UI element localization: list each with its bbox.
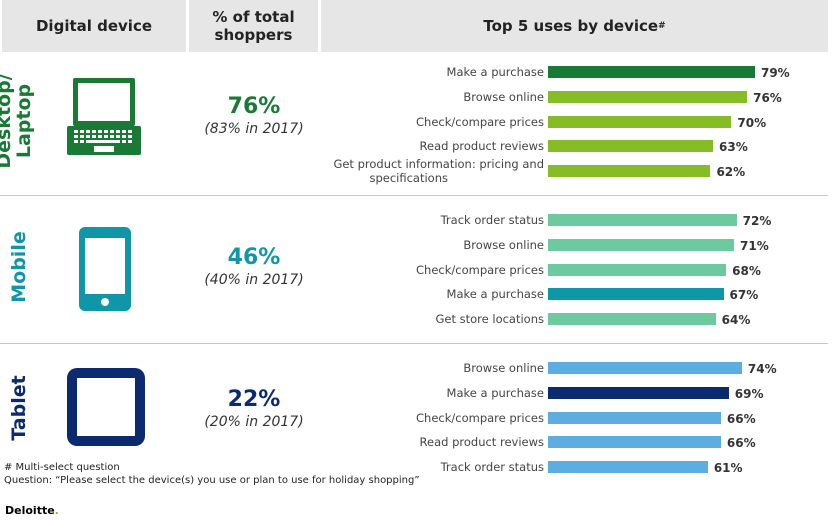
header-digital-device: Digital device (2, 0, 186, 52)
smartphone-icon (79, 227, 131, 311)
bar (548, 214, 737, 226)
footnote-question: Question: “Please select the device(s) y… (4, 475, 420, 486)
bar (548, 165, 711, 178)
header-percent-line2: shoppers (214, 26, 293, 44)
bar (548, 411, 721, 424)
bar-value-label: 76% (753, 90, 782, 105)
bar-category-label: Track order status (440, 460, 544, 475)
tablet-icon (67, 368, 145, 446)
deloitte-logo: Deloitte. (5, 504, 59, 517)
header-percent-shoppers: % of total shoppers (189, 0, 318, 52)
bar (548, 461, 708, 474)
bar-category-label: Read product reviews (419, 435, 544, 450)
prior-desktop: (83% in 2017) (204, 121, 304, 137)
bar-value-label: 66% (726, 411, 756, 426)
bar-value-label: 74% (747, 362, 777, 376)
bar-value-label: 69% (734, 386, 764, 401)
bar-category-label: Make a purchase (446, 65, 544, 79)
bar-category-label: Read product reviews (419, 139, 544, 154)
bar (548, 263, 727, 276)
bar-value-label: 68% (732, 263, 761, 278)
header-uses-mark: # (658, 21, 666, 31)
bar-value-label: 70% (737, 115, 767, 130)
share-desktop: 76% (227, 94, 281, 119)
section-label-desktop: Desktop/ Laptop (0, 71, 35, 171)
deloitte-logo-dot: . (54, 504, 59, 517)
footnote-multi-select: # Multi-select question (4, 462, 120, 473)
bar (548, 288, 724, 301)
bar (548, 386, 729, 399)
bar-category-label: Browse online (463, 237, 544, 252)
bar-category-label: Get store locations (435, 312, 544, 327)
section-label-desktop-line2: Laptop (13, 83, 35, 159)
bar-category-label: Get product information: pricing and spec… (333, 157, 544, 186)
header-uses-text: Top 5 uses by device (483, 17, 659, 35)
section-divider (0, 195, 828, 196)
bar (548, 140, 714, 153)
section-label-tablet: Tablet (8, 358, 30, 458)
bar-category-label: Browse online (463, 361, 544, 375)
bar-value-label: 61% (713, 461, 743, 476)
share-tablet: 22% (227, 387, 281, 412)
header-percent-line1: % of total (212, 8, 295, 26)
bar-category-label: Check/compare prices (416, 262, 544, 277)
bar-category-label: Check/compare prices (416, 114, 544, 129)
laptop-icon (67, 78, 141, 155)
bar (548, 66, 755, 78)
bar-category-label: Check/compare prices (416, 410, 544, 425)
share-mobile: 46% (227, 245, 281, 270)
bar-category-label: Make a purchase (446, 385, 544, 400)
bar-value-label: 72% (742, 214, 772, 228)
bar-value-label: 67% (729, 288, 759, 303)
bar-value-label: 62% (716, 165, 746, 180)
section-label-mobile-line1: Mobile (8, 231, 30, 303)
bar (548, 313, 716, 326)
bar (548, 362, 742, 374)
prior-mobile: (40% in 2017) (204, 272, 304, 288)
bar (548, 238, 735, 251)
section-label-tablet-line1: Tablet (8, 375, 30, 441)
deloitte-logo-text: Deloitte (5, 504, 55, 517)
section-label-desktop-line1: Desktop/ (0, 73, 15, 169)
bar-category-label: Make a purchase (446, 287, 544, 302)
bar (548, 90, 748, 103)
bar-value-label: 71% (740, 238, 769, 253)
bar (548, 436, 721, 449)
bar-value-label: 66% (726, 436, 756, 451)
bar-value-label: 79% (760, 66, 790, 80)
header-device-text: Digital device (35, 17, 153, 35)
bar-value-label: 64% (721, 313, 751, 328)
section-divider (0, 343, 828, 344)
bar-category-label: Browse online (463, 89, 544, 104)
section-label-mobile: Mobile (8, 217, 30, 317)
bar-category-label: Track order status (440, 213, 544, 227)
bar (548, 115, 732, 128)
header-top-uses: Top 5 uses by device # (321, 0, 828, 52)
bar-value-label: 63% (719, 140, 748, 155)
prior-tablet: (20% in 2017) (204, 414, 304, 430)
